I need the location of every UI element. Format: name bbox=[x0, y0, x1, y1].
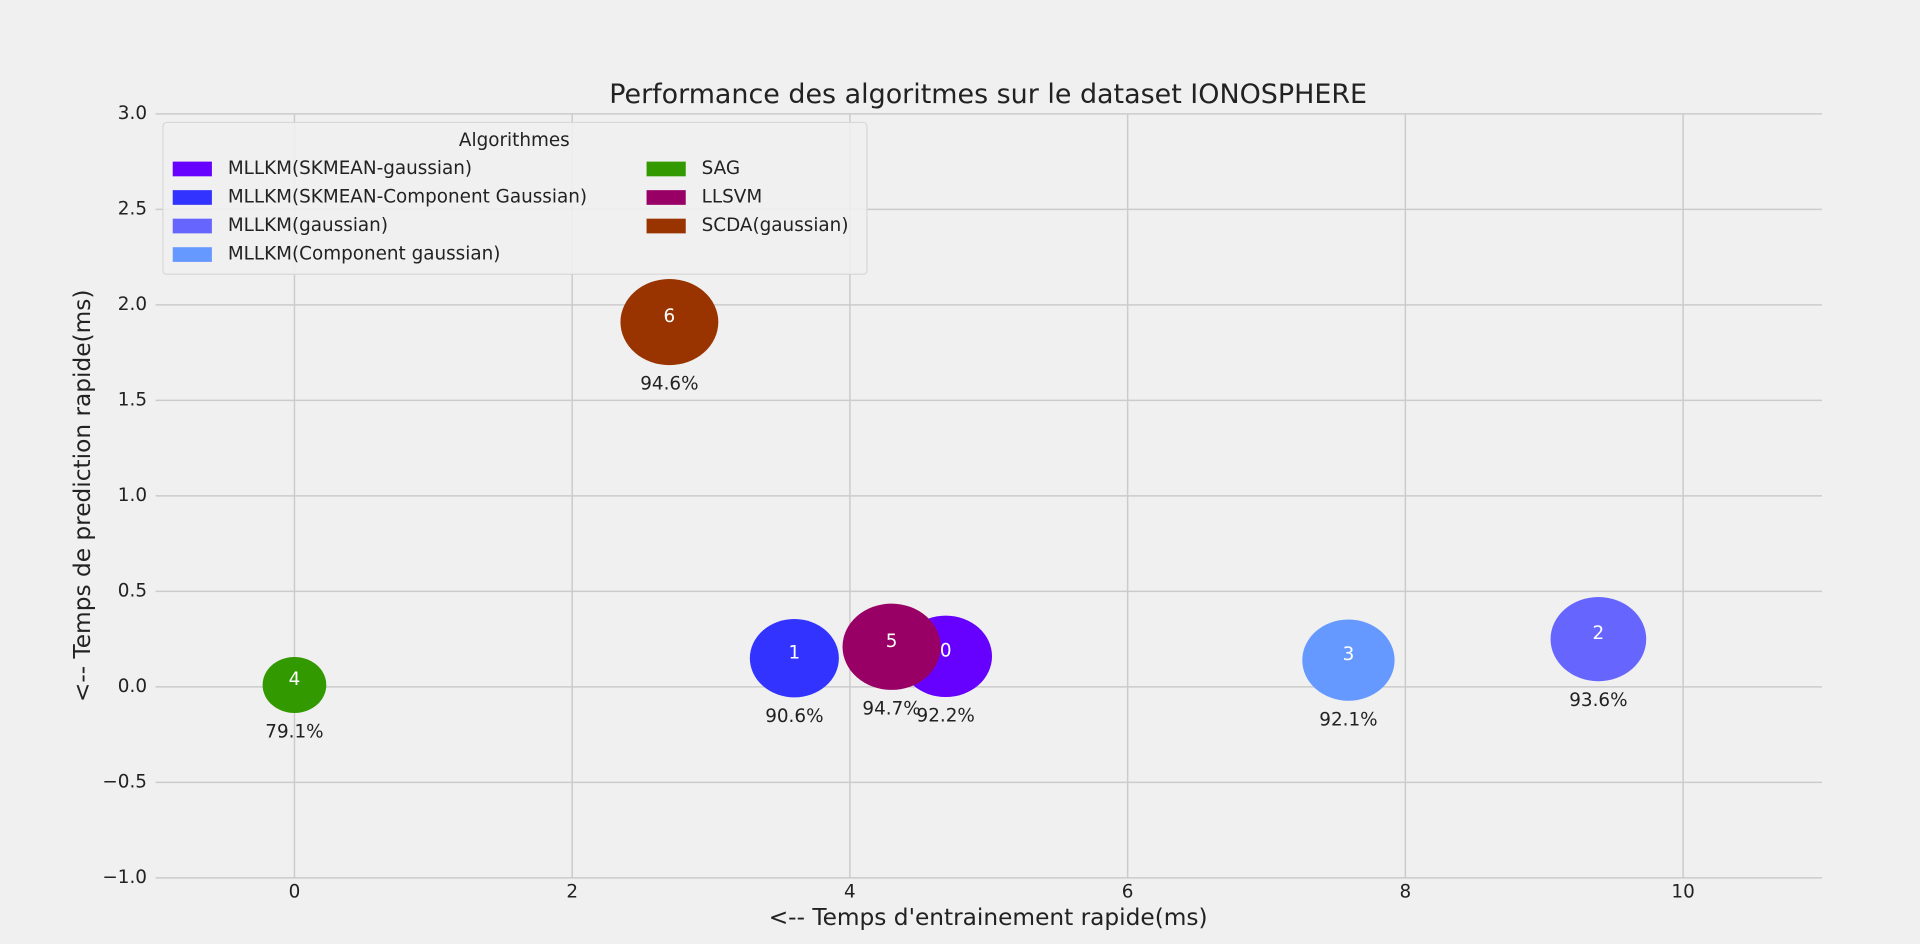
x-tick-label: 6 bbox=[1122, 882, 1134, 903]
legend-label: MLLKM(gaussian) bbox=[228, 215, 388, 236]
x-tick-label: 8 bbox=[1400, 882, 1412, 903]
legend-swatch bbox=[172, 190, 212, 205]
y-tick-label: −1.0 bbox=[102, 867, 147, 888]
bubble bbox=[262, 656, 327, 713]
legend-swatch bbox=[646, 218, 686, 234]
bubble bbox=[749, 619, 839, 698]
legend-swatch bbox=[172, 161, 212, 177]
legend-label: SAG bbox=[702, 158, 740, 179]
legend-box bbox=[162, 121, 868, 275]
y-tick-label: 3.0 bbox=[118, 103, 147, 124]
x-tick-label: 0 bbox=[289, 882, 301, 903]
bubble-label: 4 bbox=[289, 669, 301, 690]
grid: 0 2 4 6 8 10−1.0−0.50.00.51.01.52.02.53.0 bbox=[102, 103, 1822, 903]
legend-label: SCDA(gaussian) bbox=[702, 215, 849, 236]
legend-swatch bbox=[646, 161, 686, 177]
bubble-label: 0 bbox=[940, 640, 952, 661]
bubble bbox=[1550, 597, 1647, 682]
x-axis-label: <-- Temps d'entrainement rapide(ms) bbox=[769, 904, 1208, 931]
data-label: 90.6% bbox=[765, 706, 823, 727]
x-tick-label: 4 bbox=[844, 882, 856, 903]
bubble-label: 6 bbox=[664, 306, 676, 327]
x-tick-label: 2 bbox=[566, 882, 578, 903]
legend: Algorithmes MLLKM(SKMEAN-gaussian) MLLKM(S… bbox=[162, 121, 868, 275]
data-label: 92.1% bbox=[1319, 709, 1377, 730]
legend-swatch bbox=[172, 247, 212, 262]
legend-swatch bbox=[172, 218, 212, 234]
data-label: 92.2% bbox=[917, 706, 975, 727]
legend-swatch bbox=[646, 190, 686, 205]
bubble-label: 5 bbox=[886, 631, 898, 652]
y-tick-label: 2.0 bbox=[118, 294, 147, 315]
bubble-label: 2 bbox=[1593, 623, 1605, 644]
y-tick-label: 2.5 bbox=[118, 198, 147, 219]
bubble-label: 1 bbox=[789, 642, 801, 663]
data-label: 94.6% bbox=[640, 374, 698, 395]
marks: 0 92.2% 1 90.6% 2 93.6% 3 92.1% 4 79.1% 5 94.7% 6 94.… bbox=[262, 279, 1647, 743]
bubble bbox=[1302, 619, 1395, 701]
legend-label: LLSVM bbox=[702, 186, 763, 207]
legend-label: MLLKM(SKMEAN-Component Gaussian) bbox=[228, 186, 587, 207]
y-tick-label: 1.0 bbox=[118, 485, 147, 506]
y-tick-label: 0.5 bbox=[118, 580, 147, 601]
y-tick-label: 1.5 bbox=[118, 389, 147, 410]
y-tick-label: −0.5 bbox=[102, 771, 147, 792]
legend-title: Algorithmes bbox=[459, 130, 570, 151]
legend-label: MLLKM(Component gaussian) bbox=[228, 244, 501, 265]
legend-label: MLLKM(SKMEAN-gaussian) bbox=[228, 158, 472, 179]
x-tick-label: 10 bbox=[1671, 882, 1694, 903]
data-label: 79.1% bbox=[265, 722, 323, 743]
bubble bbox=[620, 279, 719, 366]
bubble bbox=[842, 603, 941, 690]
bubble-label: 3 bbox=[1343, 644, 1355, 665]
y-axis-label: <-- Temps de prediction rapide(ms) bbox=[69, 290, 96, 703]
y-tick-label: 0.0 bbox=[118, 676, 147, 697]
chart-title: Performance des algoritmes sur le datase… bbox=[609, 79, 1367, 110]
data-label: 93.6% bbox=[1569, 690, 1627, 711]
data-label: 94.7% bbox=[862, 699, 920, 720]
